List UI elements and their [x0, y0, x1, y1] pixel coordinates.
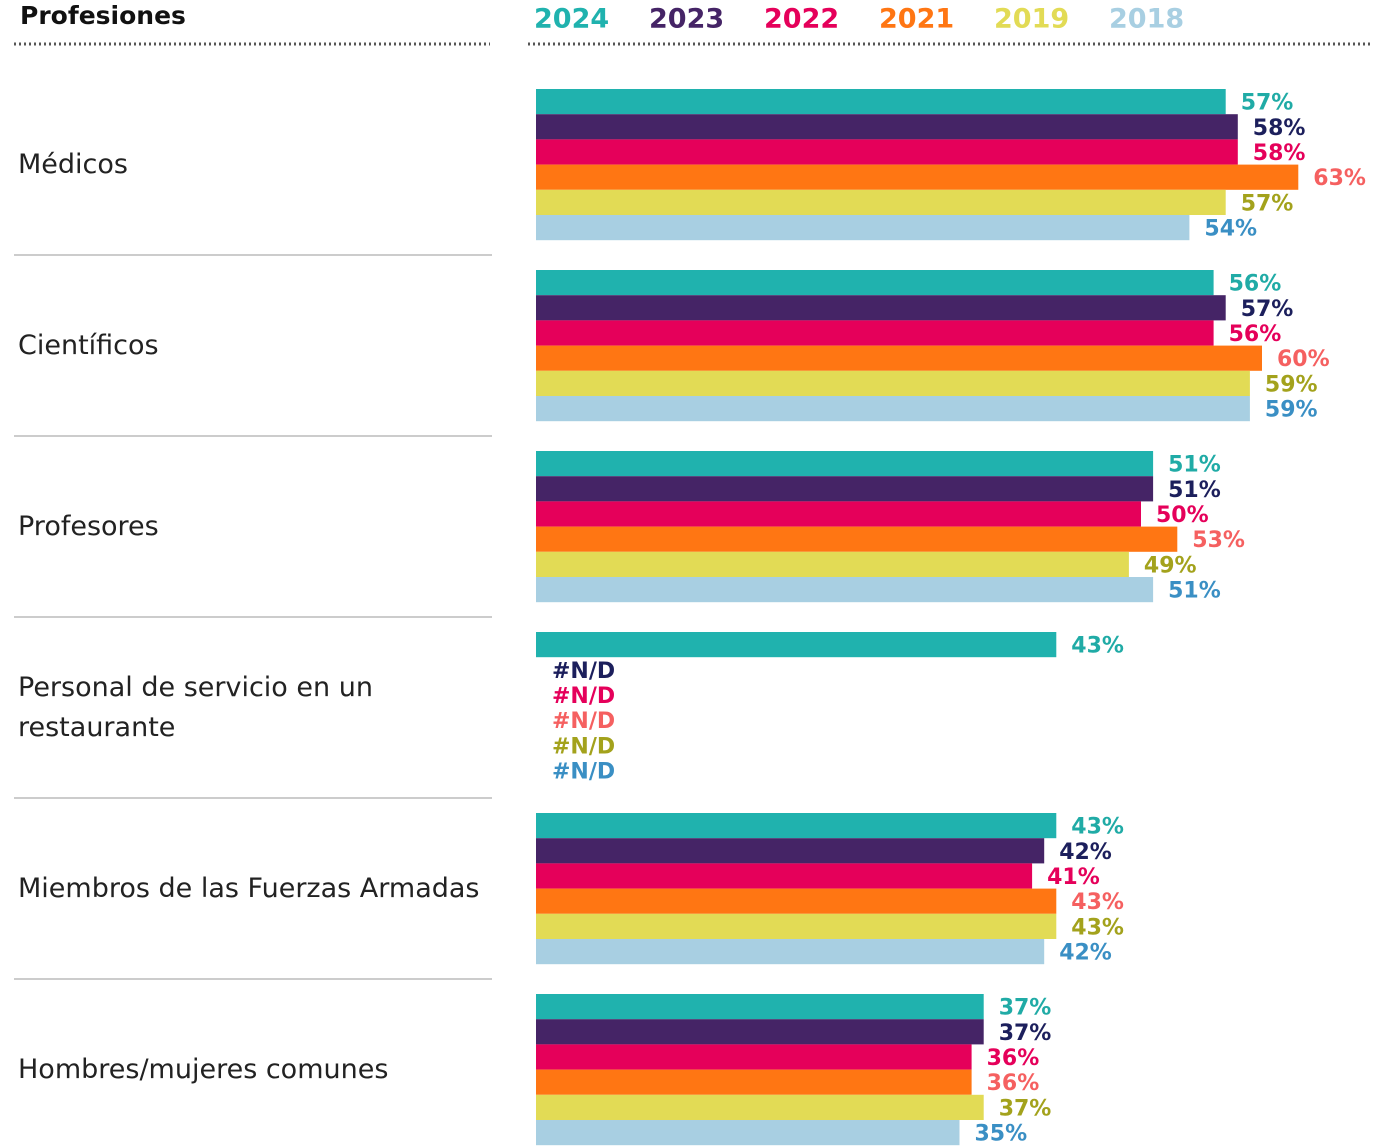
- value-label: 57%: [1241, 191, 1294, 216]
- value-label: 51%: [1168, 453, 1221, 478]
- value-label: 63%: [1313, 166, 1366, 191]
- value-label: 37%: [999, 1021, 1052, 1046]
- legend-entry: 2023: [649, 4, 724, 35]
- category-label: Miembros de las Fuerzas Armadas: [18, 872, 480, 904]
- category-label: Médicos: [18, 148, 128, 180]
- value-label: 42%: [1059, 840, 1112, 865]
- value-label: 50%: [1156, 503, 1209, 528]
- value-label: #N/D: [552, 659, 615, 684]
- bar: [536, 1044, 972, 1070]
- bar: [536, 270, 1214, 296]
- value-label: 37%: [999, 1096, 1052, 1121]
- bar: [536, 164, 1299, 190]
- value-label: 51%: [1168, 579, 1221, 604]
- value-label: 43%: [1071, 915, 1124, 940]
- bar: [536, 114, 1238, 140]
- value-label: #N/D: [552, 684, 615, 709]
- value-label: 59%: [1265, 372, 1318, 397]
- value-label: #N/D: [552, 760, 615, 785]
- category-label: Personal de servicio en un restaurante: [18, 671, 373, 743]
- value-label: 57%: [1241, 297, 1294, 322]
- bar: [536, 370, 1250, 396]
- legend-entry: 2018: [1109, 4, 1184, 35]
- bar: [536, 215, 1190, 241]
- value-label: 58%: [1253, 116, 1306, 141]
- bar: [536, 632, 1057, 658]
- value-label: 56%: [1229, 272, 1282, 297]
- bar: [536, 476, 1154, 502]
- bar: [536, 501, 1141, 527]
- bar: [536, 939, 1045, 965]
- value-label: 49%: [1144, 553, 1197, 578]
- bar: [536, 1069, 972, 1095]
- bar: [536, 320, 1214, 346]
- bar: [536, 451, 1154, 477]
- value-label: 43%: [1071, 815, 1124, 840]
- bar: [536, 295, 1226, 321]
- bar: [536, 526, 1178, 552]
- bar: [536, 139, 1238, 165]
- bar: [536, 1120, 960, 1146]
- value-label: 51%: [1168, 478, 1221, 503]
- bar: [536, 888, 1057, 914]
- bar: [536, 577, 1154, 603]
- value-label: 56%: [1229, 322, 1282, 347]
- value-label: 36%: [987, 1071, 1040, 1096]
- chart-title: Profesiones: [20, 1, 186, 30]
- bar: [536, 89, 1226, 115]
- legend-entry: 2024: [534, 4, 609, 35]
- category-label: Científicos: [18, 329, 159, 361]
- bar: [536, 838, 1045, 864]
- value-label: 53%: [1192, 528, 1245, 553]
- bar: [536, 863, 1033, 889]
- value-label: #N/D: [552, 709, 615, 734]
- bar: [536, 813, 1057, 839]
- value-label: 57%: [1241, 91, 1294, 116]
- legend-entry: 2019: [994, 4, 1069, 35]
- value-label: 35%: [975, 1122, 1028, 1147]
- category-label: Profesores: [18, 510, 159, 542]
- value-label: 43%: [1071, 634, 1124, 659]
- bar: [536, 189, 1226, 215]
- value-label: 54%: [1204, 217, 1257, 242]
- bar: [536, 994, 984, 1020]
- legend-entry: 2022: [764, 4, 839, 35]
- legend-entry: 2021: [879, 4, 954, 35]
- value-label: 43%: [1071, 890, 1124, 915]
- value-label: 59%: [1265, 398, 1318, 423]
- value-label: 41%: [1047, 865, 1100, 890]
- value-label: 42%: [1059, 941, 1112, 966]
- category-label: Hombres/mujeres comunes: [18, 1053, 389, 1085]
- value-label: 60%: [1277, 347, 1330, 372]
- bar: [536, 913, 1057, 939]
- value-label: #N/D: [552, 734, 615, 759]
- bar: [536, 551, 1129, 577]
- value-label: 37%: [999, 996, 1052, 1021]
- bar: [536, 1094, 984, 1120]
- value-label: 36%: [987, 1046, 1040, 1071]
- bar: [536, 345, 1262, 371]
- bar: [536, 1019, 984, 1045]
- bar: [536, 396, 1250, 422]
- value-label: 58%: [1253, 141, 1306, 166]
